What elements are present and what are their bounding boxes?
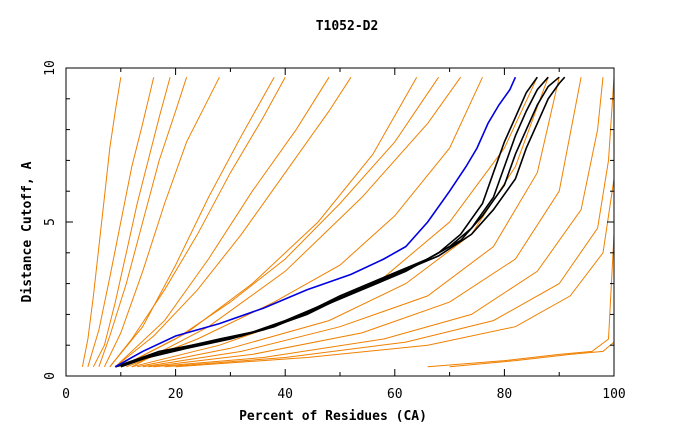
series-line-12: [126, 76, 483, 368]
series-line-6: [109, 76, 286, 368]
series-line-8: [114, 76, 352, 368]
series-line-16: [142, 77, 560, 368]
series-line-17: [148, 77, 582, 368]
x-tick-label: 60: [387, 387, 403, 402]
series-line-21: [427, 234, 615, 368]
series-line-1: [81, 77, 122, 367]
series-line-9: [114, 76, 330, 368]
series-layer: [81, 76, 615, 368]
series-line-20: [175, 178, 615, 368]
y-tick-label: 0: [43, 372, 58, 380]
series-line-2: [87, 77, 155, 367]
x-tick-label: 80: [497, 387, 513, 402]
x-axis-label: Percent of Residues (CA): [239, 409, 427, 424]
x-tick-label: 20: [168, 387, 184, 402]
y-tick-label: 5: [43, 218, 58, 226]
series-line-5: [103, 76, 220, 368]
series-line-4: [98, 77, 188, 367]
x-tick-label: 40: [277, 387, 293, 402]
series-line-18: [153, 77, 604, 368]
x-tick-label: 100: [602, 387, 625, 402]
series-line-22: [449, 341, 615, 368]
series-line-3: [92, 77, 171, 368]
series-line-7: [109, 76, 275, 368]
y-tick-label: 10: [43, 60, 58, 76]
tick-layer: 0 20 40 60 80 100 0 5 10: [43, 60, 626, 402]
series-line-15: [137, 77, 549, 368]
series-line-11: [120, 76, 418, 368]
y-axis-label: Distance Cutoff, A: [20, 161, 35, 302]
chart-title: T1052-D2: [316, 19, 379, 34]
series-line-26: [120, 76, 566, 368]
series-line-27: [114, 76, 517, 368]
x-tick-label: 0: [62, 387, 70, 402]
series-line-19: [164, 77, 615, 368]
series-line-13: [131, 76, 462, 368]
